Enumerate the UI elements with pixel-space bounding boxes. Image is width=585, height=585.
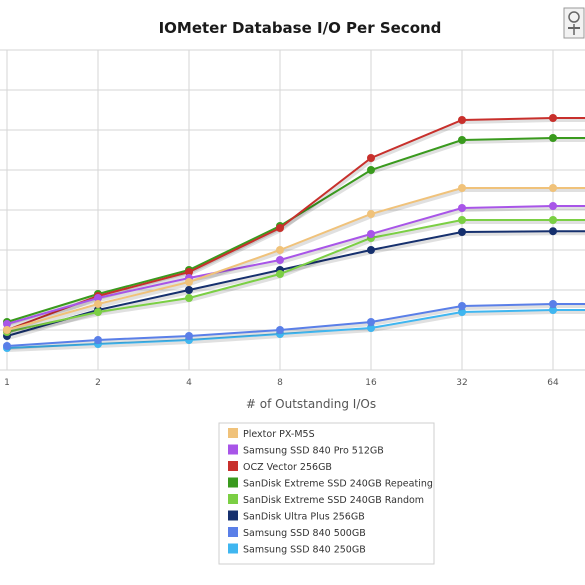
legend-box bbox=[218, 422, 435, 565]
series-line bbox=[6, 303, 585, 347]
x-tick-label: 1 bbox=[4, 378, 10, 388]
legend-swatch bbox=[228, 527, 238, 537]
data-point bbox=[3, 320, 11, 328]
data-point bbox=[458, 308, 466, 316]
series-shadow bbox=[7, 188, 585, 334]
legend-label: Plextor PX-M5S bbox=[243, 429, 315, 440]
data-point bbox=[94, 300, 102, 308]
x-tick-label: 8 bbox=[277, 378, 283, 388]
data-point bbox=[549, 114, 557, 122]
series-line bbox=[6, 309, 585, 349]
legend-label: SanDisk Extreme SSD 240GB Random bbox=[243, 495, 424, 506]
legend-label: Samsung SSD 840 500GB bbox=[243, 528, 366, 539]
data-point bbox=[276, 224, 284, 232]
legend: Plextor PX-M5S Samsung SSD 840 Pro 512GB O… bbox=[218, 422, 435, 565]
series-shadow bbox=[7, 310, 585, 352]
series-line bbox=[6, 230, 585, 337]
data-point bbox=[185, 278, 193, 286]
series-shadow bbox=[7, 220, 585, 336]
x-tick-label: 4 bbox=[186, 378, 192, 388]
series-line bbox=[6, 187, 585, 331]
data-point bbox=[367, 210, 375, 218]
data-point bbox=[185, 332, 193, 340]
data-point bbox=[185, 268, 193, 276]
x-axis-label: # of Outstanding I/Os bbox=[246, 397, 376, 411]
data-point bbox=[185, 294, 193, 302]
legend-swatch bbox=[228, 510, 238, 521]
x-tick-label: 32 bbox=[456, 378, 467, 388]
legend-label: SanDisk Ultra Plus 256GB bbox=[243, 512, 365, 523]
legend-swatch bbox=[228, 444, 238, 455]
data-point bbox=[367, 246, 375, 254]
data-point bbox=[185, 286, 193, 294]
series bbox=[3, 202, 585, 328]
series bbox=[3, 216, 585, 336]
data-point bbox=[94, 308, 102, 316]
series bbox=[3, 134, 585, 326]
data-point bbox=[549, 306, 557, 314]
chart-title: IOMeter Database I/O Per Second bbox=[159, 19, 442, 37]
data-point bbox=[458, 302, 466, 310]
data-point bbox=[549, 202, 557, 210]
x-tick-label: 16 bbox=[365, 378, 377, 388]
series bbox=[3, 184, 585, 334]
legend-label: Samsung SSD 840 Pro 512GB bbox=[243, 446, 384, 457]
series-line bbox=[6, 137, 585, 323]
data-point bbox=[458, 116, 466, 124]
legend-label: SanDisk Extreme SSD 240GB Repeating bbox=[243, 479, 433, 490]
data-point bbox=[367, 318, 375, 326]
series-layer bbox=[3, 114, 585, 352]
data-point bbox=[458, 204, 466, 212]
data-point bbox=[276, 270, 284, 278]
series-line bbox=[6, 205, 585, 325]
x-tick-labels: 1 2 4 8 16 32 64 bbox=[4, 378, 559, 388]
x-tick-label: 2 bbox=[95, 378, 101, 388]
data-point bbox=[549, 227, 557, 236]
series-shadow bbox=[7, 206, 585, 328]
data-point bbox=[94, 336, 102, 344]
data-point bbox=[367, 166, 375, 174]
series-shadow bbox=[7, 231, 585, 340]
data-point bbox=[549, 300, 557, 308]
data-point bbox=[458, 228, 466, 236]
series-line bbox=[6, 117, 585, 331]
data-point bbox=[276, 256, 284, 264]
legend-swatch bbox=[228, 461, 238, 471]
data-point bbox=[276, 246, 284, 254]
data-point bbox=[458, 136, 466, 144]
legend-swatch bbox=[228, 543, 238, 554]
data-point bbox=[458, 184, 466, 192]
legend-label: Samsung SSD 840 250GB bbox=[243, 545, 366, 556]
data-point bbox=[367, 154, 375, 162]
series-shadow bbox=[7, 304, 585, 350]
data-point bbox=[549, 184, 557, 192]
legend-swatch bbox=[228, 494, 238, 504]
legend-label: OCZ Vector 256GB bbox=[243, 462, 332, 473]
data-point bbox=[3, 326, 11, 334]
x-tick-label: 64 bbox=[547, 378, 559, 388]
logo-icon bbox=[563, 7, 585, 39]
data-point bbox=[458, 216, 466, 224]
data-point bbox=[367, 324, 375, 332]
data-point bbox=[549, 216, 557, 224]
series-line bbox=[6, 219, 585, 333]
data-point bbox=[276, 326, 284, 334]
data-point bbox=[549, 134, 557, 142]
data-point bbox=[367, 230, 375, 238]
series bbox=[3, 300, 585, 350]
legend-swatch bbox=[228, 428, 238, 438]
data-point bbox=[94, 294, 102, 302]
data-point bbox=[3, 342, 11, 350]
legend-swatch bbox=[228, 477, 238, 488]
